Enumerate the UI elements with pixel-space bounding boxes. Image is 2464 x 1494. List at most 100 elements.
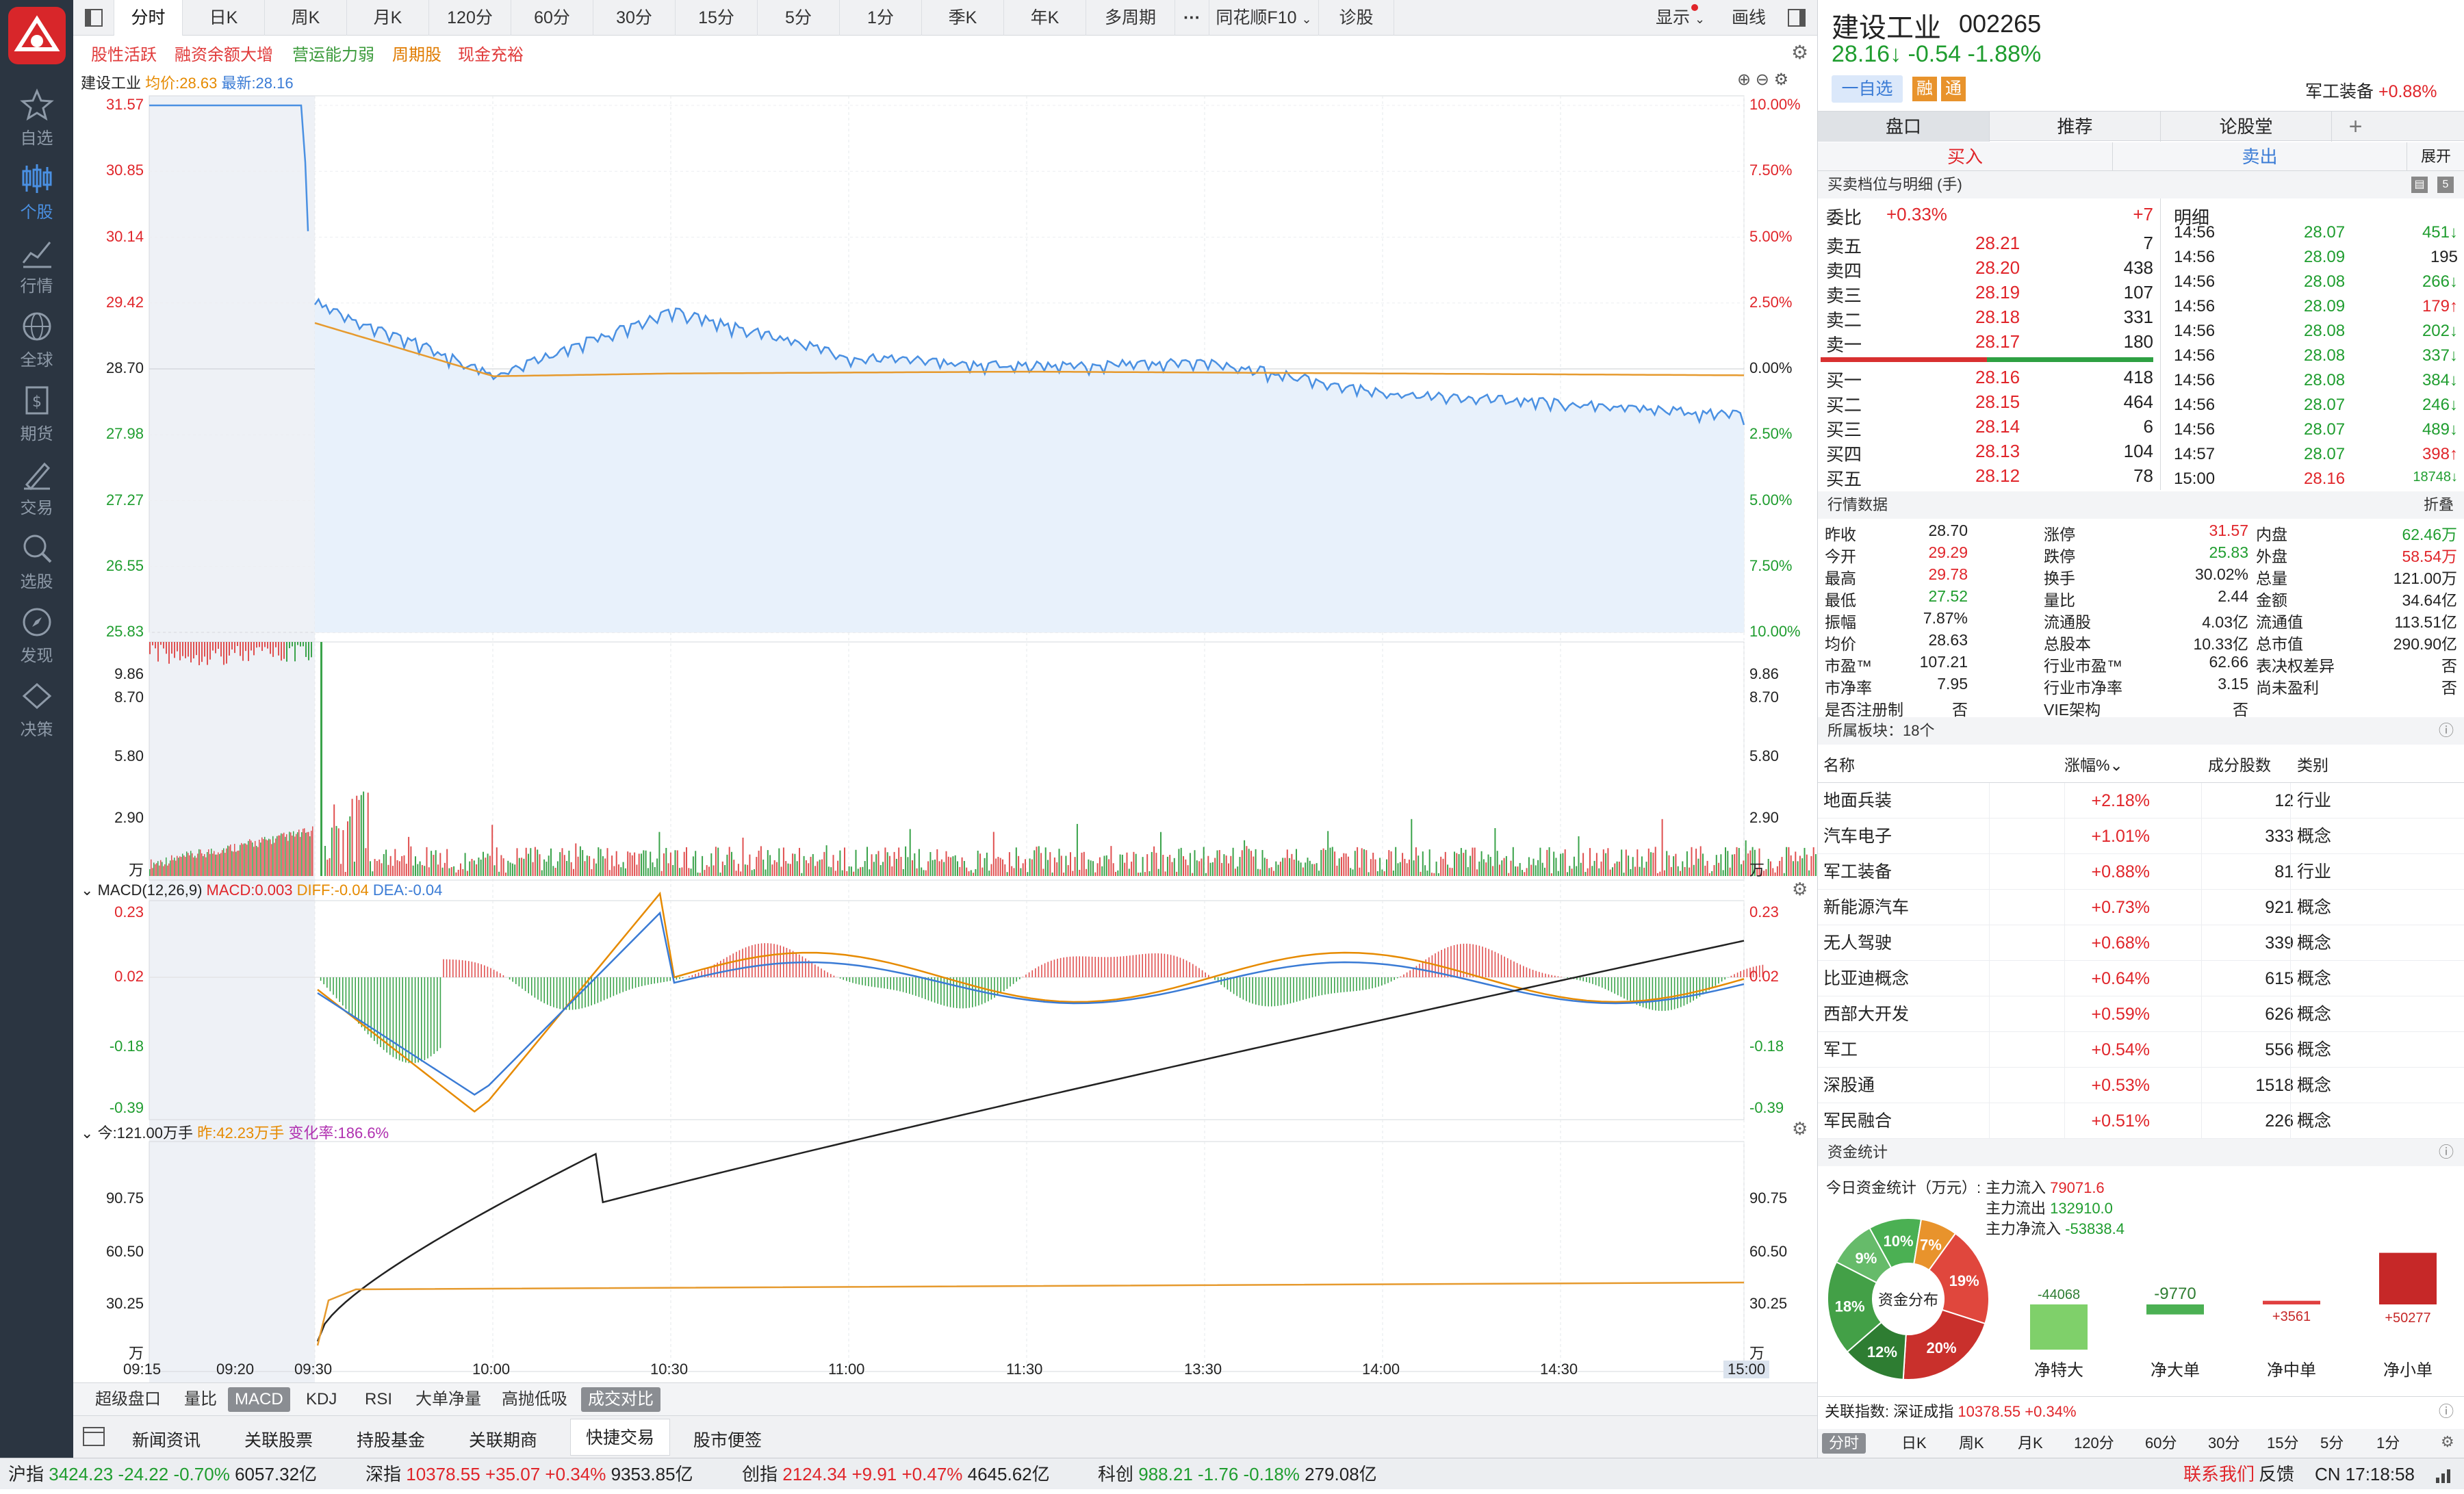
tag-cash-rich[interactable]: 现金充裕 [458,46,524,64]
tab-big-order[interactable]: 大单净量 [415,1390,481,1408]
tab-panel[interactable]: 盘口 [1818,112,1989,142]
tag-cyclical[interactable]: 周期股 [392,46,441,64]
sidebar-item-decision[interactable]: 决策 [0,679,73,747]
calendar-icon[interactable]: ▤ [2411,177,2428,193]
intraday-chart[interactable] [0,0,1817,1382]
sidebar-item-market[interactable]: 行情 [0,235,73,304]
index-tab[interactable]: 分时 [1822,1433,1866,1454]
col-count[interactable]: 成分股数 [2208,756,2271,774]
tab-1min[interactable]: 1分 [840,0,922,36]
sidebar-item-watchlist[interactable]: 自选 [0,88,73,156]
tab-macd[interactable]: MACD [228,1387,290,1412]
block-row[interactable]: 无人驾驶 +0.68% 339 概念 [1818,925,2464,961]
info-icon[interactable]: ⓘ [2438,722,2454,739]
tab-forum[interactable]: 论股堂 [2160,112,2331,142]
sidebar-item-discover[interactable]: 发现 [0,605,73,673]
tab-super-panel[interactable]: 超级盘口 [95,1390,161,1408]
toggle-right-panel-icon[interactable] [1776,0,1817,36]
sell-button[interactable]: 卖出 [2112,142,2407,171]
contact-link[interactable]: 联系我们 [2183,1464,2255,1484]
fold-button[interactable]: 折叠 [2423,496,2454,513]
tab-volume-compare[interactable]: 成交对比 [581,1387,660,1412]
tab-rsi[interactable]: RSI [365,1390,393,1408]
index-tab[interactable]: 15分 [2267,1434,2299,1452]
tab-30min[interactable]: 30分 [593,0,676,36]
index-tab[interactable]: 60分 [2145,1434,2177,1452]
buy-button[interactable]: 买入 [1947,146,1983,167]
toggle-panel-icon[interactable] [73,0,114,36]
tab-intraday[interactable]: 分时 [114,0,183,36]
index-tab[interactable]: 30分 [2208,1434,2240,1452]
add-watchlist-button[interactable]: 一自选 [1832,75,1903,103]
col-name[interactable]: 名称 [1823,756,1855,774]
block-row[interactable]: 地面兵装 +2.18% 12 行业 [1818,783,2464,819]
panel-toggle-icon[interactable] [81,1424,106,1452]
sh-index[interactable]: 沪指 3424.23 -24.22 -0.70% 6057.32亿 [8,1458,317,1490]
block-row[interactable]: 汽车电子 +1.01% 333 概念 [1818,819,2464,854]
cum-settings-icon[interactable]: ⚙ [1792,1118,1808,1139]
tag-weak-ops[interactable]: 营运能力弱 [292,46,374,64]
tab-related-futures[interactable]: 关联期商 [469,1431,538,1450]
app-logo[interactable] [8,7,66,64]
index-tab[interactable]: 1分 [2376,1434,2400,1452]
index-tab[interactable]: 周K [1959,1434,1984,1452]
block-row[interactable]: 西部大开发 +0.59% 626 概念 [1818,996,2464,1032]
tab-15min[interactable]: 15分 [676,0,758,36]
related-name[interactable]: 深证成指 [1893,1403,1954,1420]
tab-f10[interactable]: 同花顺F10 ⌄ [1209,0,1319,36]
sz-index[interactable]: 深指 10378.55 +35.07 +0.34% 9353.85亿 [365,1458,693,1490]
expand-button[interactable]: 展开 [2407,142,2464,171]
sidebar-item-trade[interactable]: 交易 [0,457,73,526]
tab-quick-trade[interactable]: 快捷交易 [570,1419,671,1456]
margin-badge[interactable]: 融 [1912,77,1937,101]
macd-settings-icon[interactable]: ⚙ [1792,879,1808,899]
info-icon[interactable]: ⓘ [2438,1403,2454,1420]
tab-year-k[interactable]: 年K [1004,0,1086,36]
tab-notes[interactable]: 股市便签 [693,1431,762,1450]
sector-badge[interactable]: 军工装备 +0.88% [2305,78,2437,103]
level5-icon[interactable]: 5 [2437,177,2454,193]
col-pct[interactable]: 涨幅%⌄ [2064,747,2123,783]
tab-5min[interactable]: 5分 [758,0,840,36]
col-type[interactable]: 类别 [2297,756,2328,774]
add-tab-icon[interactable]: + [2331,112,2379,142]
tab-diagnose[interactable]: 诊股 [1319,0,1394,36]
tab-related-stocks[interactable]: 关联股票 [244,1431,313,1450]
block-row[interactable]: 军工 +0.54% 556 概念 [1818,1032,2464,1068]
tab-60min[interactable]: 60分 [511,0,593,36]
display-menu[interactable]: 显示 ⌄ [1639,0,1721,36]
draw-line-button[interactable]: 画线 [1731,8,1766,27]
tab-120min[interactable]: 120分 [429,0,511,36]
cy-index[interactable]: 创指 2124.34 +9.91 +0.47% 4645.62亿 [742,1458,1050,1490]
block-row[interactable]: 比亚迪概念 +0.64% 615 概念 [1818,961,2464,996]
collapse-chevron-icon[interactable]: ⌄ [81,881,94,899]
block-row[interactable]: 深股通 +0.53% 1518 概念 [1818,1068,2464,1103]
collapse-chevron-icon[interactable]: ⌄ [81,1124,94,1142]
tab-holding-funds[interactable]: 持股基金 [357,1431,426,1450]
index-tab[interactable]: 5分 [2320,1434,2344,1452]
tab-weekly-k[interactable]: 周K [265,0,347,36]
connect-badge[interactable]: 通 [1941,77,1966,101]
settings-gear-icon[interactable]: ⚙ [1791,42,1809,63]
feedback-link[interactable]: 反馈 [2259,1464,2295,1484]
chart-settings-icon[interactable]: ⚙ [1773,70,1789,89]
kc-index[interactable]: 科创 988.21 -1.76 -0.18% 279.08亿 [1098,1458,1377,1490]
index-settings-icon[interactable]: ⚙ [2441,1433,2454,1450]
index-tab[interactable]: 日K [1901,1434,1927,1452]
tab-kdj[interactable]: KDJ [306,1390,337,1408]
tab-monthly-k[interactable]: 月K [347,0,429,36]
zoom-in-icon[interactable]: ⊕ [1737,70,1751,89]
sidebar-item-global[interactable]: 全球 [0,309,73,378]
tag-active[interactable]: 股性活跃 [91,46,157,64]
block-row[interactable]: 军民融合 +0.51% 226 概念 [1818,1103,2464,1139]
more-icon[interactable]: ··· [1175,0,1209,36]
info-icon[interactable]: ⓘ [2438,1144,2454,1161]
block-row[interactable]: 新能源汽车 +0.73% 921 概念 [1818,890,2464,925]
tab-multi-period[interactable]: 多周期 [1086,0,1175,36]
tag-margin[interactable]: 融资余额大增 [175,46,273,64]
tab-news[interactable]: 新闻资讯 [132,1431,201,1450]
block-row[interactable]: 军工装备 +0.88% 81 行业 [1818,854,2464,890]
zoom-out-icon[interactable]: ⊖ [1755,70,1769,89]
sidebar-item-screener[interactable]: 选股 [0,531,73,600]
tab-recommend[interactable]: 推荐 [1989,112,2160,142]
